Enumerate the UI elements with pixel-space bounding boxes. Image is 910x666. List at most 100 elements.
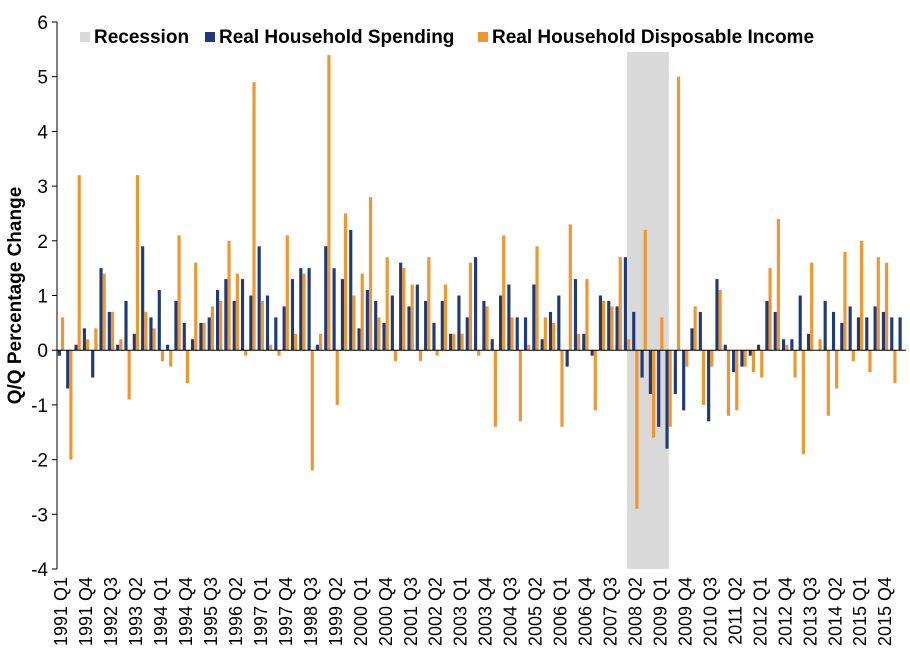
spending-bar	[857, 317, 860, 350]
income-bar	[302, 274, 305, 351]
income-bar	[802, 350, 805, 454]
spending-bar	[757, 345, 760, 350]
y-tick-label: 0	[37, 341, 48, 362]
spending-bar	[124, 301, 127, 350]
spending-bar	[649, 350, 652, 394]
y-tick-label: -2	[31, 451, 48, 472]
income-bar	[411, 285, 414, 351]
spending-bar	[699, 312, 702, 350]
spending-bar	[333, 268, 336, 350]
income-bar	[652, 350, 655, 438]
legend-recession: Recession	[80, 27, 189, 48]
income-bar	[386, 257, 389, 350]
income-bar	[827, 350, 830, 416]
spending-bar	[399, 263, 402, 351]
spending-bar	[591, 350, 594, 355]
x-tick-label: 1999 Q2	[326, 577, 346, 646]
y-tick-label: -3	[31, 505, 48, 526]
spending-bar	[324, 246, 327, 350]
income-bar	[793, 350, 796, 377]
income-bar	[627, 339, 630, 350]
income-bar	[394, 350, 397, 361]
spending-bar	[366, 290, 369, 350]
spending-bar	[191, 339, 194, 350]
spending-bar	[724, 345, 727, 350]
spending-bar	[416, 285, 419, 351]
income-bar	[336, 350, 339, 405]
spending-bar	[241, 279, 244, 350]
x-tick-label: 2003 Q1	[451, 577, 471, 646]
income-bar	[735, 350, 738, 410]
income-bar	[169, 350, 172, 366]
x-tick-label: 1994 Q1	[151, 577, 171, 646]
spending-bar	[258, 246, 261, 350]
income-bar	[677, 77, 680, 351]
spending-bar	[840, 323, 843, 350]
income-bar	[427, 257, 430, 350]
spending-bar	[507, 285, 510, 351]
income-bar	[186, 350, 189, 383]
y-tick-label: -4	[31, 560, 48, 581]
income-bar	[136, 175, 139, 350]
spending-bar	[574, 279, 577, 350]
spending-bar	[690, 328, 693, 350]
spending-bar	[774, 312, 777, 350]
income-bar	[161, 350, 164, 361]
x-tick-label: 2008 Q2	[625, 577, 645, 646]
income-bar	[377, 317, 380, 350]
spending-bar	[566, 350, 569, 366]
spending-bar	[732, 350, 735, 372]
y-tick-label: 2	[37, 232, 48, 253]
x-tick-label: 2004 Q3	[501, 577, 521, 646]
legend-label: Recession	[94, 27, 189, 48]
income-bar	[502, 235, 505, 350]
income-bar	[760, 350, 763, 377]
x-tick-label: 2012 Q4	[775, 577, 795, 646]
y-tick-label: 3	[37, 177, 48, 198]
income-bar	[785, 345, 788, 350]
income-bar	[810, 263, 813, 351]
spending-bar	[616, 306, 619, 350]
income-bar	[461, 334, 464, 350]
spending-bar	[657, 350, 660, 427]
income-bar	[444, 285, 447, 351]
income-bar	[178, 235, 181, 350]
income-bar	[211, 306, 214, 350]
spending-bar	[291, 279, 294, 350]
x-tick-label: 2014 Q2	[825, 577, 845, 646]
x-tick-label: 2002 Q2	[426, 577, 446, 646]
income-bar	[585, 279, 588, 350]
spending-bar	[274, 317, 277, 350]
y-tick-label: -1	[31, 396, 48, 417]
income-bar	[685, 350, 688, 366]
spending-bar	[807, 334, 810, 350]
spending-bar	[516, 317, 519, 350]
spending-bar	[83, 328, 86, 350]
x-tick-label: 1997 Q1	[251, 577, 271, 646]
spending-bar	[199, 323, 202, 350]
spending-bar	[599, 296, 602, 351]
income-bar	[236, 274, 239, 351]
income-bar	[619, 257, 622, 350]
x-tick-label: 1992 Q3	[101, 577, 121, 646]
x-tick-label: 1998 Q3	[301, 577, 321, 646]
spending-bar	[640, 350, 643, 377]
income-bar	[203, 323, 206, 350]
x-tick-label: 1991 Q4	[76, 577, 96, 646]
income-bar	[269, 345, 272, 350]
x-tick-label: 1994 Q4	[176, 577, 196, 646]
income-bar	[219, 301, 222, 350]
income-bar	[852, 350, 855, 361]
spending-bar	[116, 345, 119, 350]
income-bar	[702, 350, 705, 405]
spending-bar	[482, 301, 485, 350]
income-bar	[669, 350, 672, 427]
x-tick-label: 2006 Q4	[576, 577, 596, 646]
legend-income: Real Household Disposable Income	[478, 27, 814, 48]
income-bar	[277, 350, 280, 355]
y-tick-label: 6	[37, 13, 48, 34]
income-bar	[319, 334, 322, 350]
income-bar	[577, 334, 580, 350]
